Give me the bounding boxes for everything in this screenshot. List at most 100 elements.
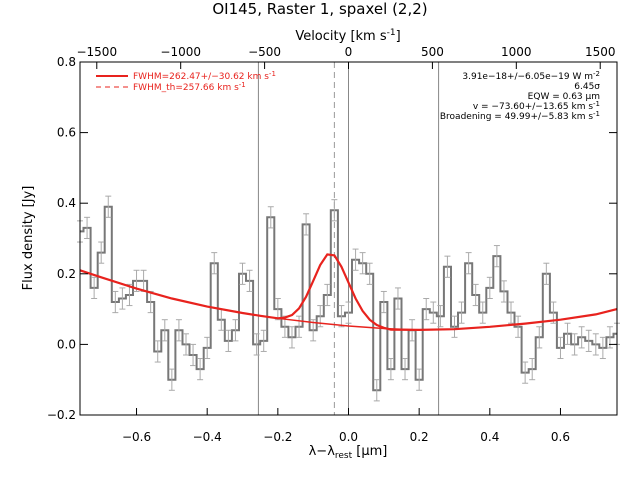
y-tick-label-1: 0.0: [57, 337, 76, 351]
top-tick-label-0: −1500: [76, 45, 117, 59]
data-point-57: [479, 301, 486, 324]
data-point-24: [246, 269, 253, 292]
data-point-40: [359, 252, 366, 275]
data-point-51: [437, 305, 444, 328]
data-point-15: [182, 333, 189, 356]
data-point-69: [564, 322, 571, 345]
data-point-71: [578, 326, 585, 349]
data-point-38: [345, 301, 352, 324]
data-point-53: [451, 315, 458, 338]
data-point-49: [423, 298, 430, 321]
data-point-55: [465, 252, 472, 275]
data-point-3: [98, 241, 105, 264]
data-point-72: [585, 329, 592, 352]
data-point-13: [168, 368, 175, 391]
data-point-4: [105, 195, 112, 218]
annotation-0: 3.91e−18+/−6.05e−19 W m-2: [462, 70, 600, 82]
top-tick-label-6: 1500: [585, 45, 616, 59]
data-point-28: [274, 298, 281, 321]
data-point-48: [416, 368, 423, 391]
data-point-65: [536, 326, 543, 349]
data-point-68: [557, 336, 564, 360]
data-point-62: [515, 315, 522, 338]
data-point-22: [232, 319, 239, 342]
data-point-59: [493, 245, 500, 268]
data-point-19: [211, 252, 218, 275]
y-tick-label-3: 0.4: [57, 196, 76, 210]
x-tick-label-4: 0.2: [410, 430, 429, 444]
data-point-63: [522, 361, 529, 384]
x-tick-label-6: 0.6: [551, 430, 570, 444]
annotation-1: 6.45σ: [574, 82, 600, 92]
y-tick-label-5: 0.8: [57, 55, 76, 69]
data-point-11: [154, 340, 161, 363]
data-point-52: [444, 255, 451, 278]
top-tick-label-1: −1000: [160, 45, 201, 59]
x-tick-label-0: −0.6: [122, 430, 151, 444]
data-point-45: [394, 287, 401, 310]
data-point-12: [161, 319, 168, 342]
annotation-4: Broadening = 49.99+/−5.83 km s-1: [440, 110, 600, 122]
data-point-1: [84, 216, 91, 239]
data-point-74: [599, 336, 606, 360]
data-point-7: [126, 283, 133, 307]
data-point-39: [352, 248, 359, 271]
data-point-6: [119, 287, 126, 310]
x-tick-label-5: 0.4: [480, 430, 499, 444]
data-point-23: [239, 262, 246, 285]
y-axis-label: Flux density [Jy]: [21, 186, 36, 291]
data-point-26: [260, 329, 267, 352]
top-axis-label: Velocity [km s-1]: [295, 28, 400, 44]
data-point-32: [303, 213, 310, 236]
legend-label-1: FWHM_th=257.66 km s-1: [133, 81, 246, 93]
data-point-44: [387, 358, 394, 381]
top-tick-label-2: −500: [248, 45, 281, 59]
data-point-36: [331, 199, 338, 222]
data-point-54: [458, 301, 465, 324]
x-tick-label-3: 0.0: [339, 430, 358, 444]
x-axis-label: λ−λrest [μm]: [309, 444, 388, 461]
data-point-60: [500, 280, 507, 303]
top-axis-label-main: Velocity [km s: [295, 29, 387, 44]
data-point-64: [529, 358, 536, 381]
annotation-2: EQW = 0.63 μm: [528, 92, 600, 102]
data-point-43: [380, 290, 387, 314]
data-point-25: [253, 333, 260, 356]
data-point-56: [472, 283, 479, 307]
top-tick-label-4: 500: [421, 45, 444, 59]
data-point-46: [402, 358, 409, 381]
data-point-30: [288, 326, 295, 349]
data-point-61: [508, 301, 515, 324]
top-axis: −1500 −1000 −500 0 500 1000 1500: [76, 45, 615, 69]
y-tick-label-4: 0.6: [57, 126, 76, 140]
top-axis-label-sup: -1: [387, 28, 396, 38]
x-tick-label-2: −0.2: [263, 430, 292, 444]
continuum-fit-line: [79, 269, 618, 331]
spectrum-step-line: [80, 205, 617, 392]
top-tick-label-5: 1000: [501, 45, 532, 59]
legend: FWHM=262.47+/−30.62 km s-1FWHM_th=257.66…: [96, 70, 276, 93]
chart-title: OI145, Raster 1, spaxel (2,2): [212, 0, 427, 18]
x-axis-label-unit: [μm]: [352, 444, 387, 459]
x-axis-label-main: λ−λ: [309, 444, 336, 459]
top-axis-label-end: ]: [396, 29, 401, 44]
data-point-66: [543, 262, 550, 285]
data-point-14: [175, 319, 182, 342]
y-tick-label-2: 0.2: [57, 267, 76, 281]
data-point-70: [571, 333, 578, 356]
data-point-33: [310, 319, 317, 342]
top-tick-label-3: 0: [345, 45, 353, 59]
data-point-16: [190, 343, 197, 367]
data-point-21: [225, 329, 232, 352]
data-point-58: [486, 276, 493, 300]
data-point-27: [267, 206, 274, 229]
data-point-18: [204, 336, 211, 360]
reference-lines: [257, 62, 440, 415]
annotation-3: v = −73.60+/−13.65 km s-1: [473, 100, 600, 112]
y-axis: −0.2 0.0 0.2 0.4 0.6 0.8: [47, 55, 617, 422]
x-axis-label-sub: rest: [335, 451, 353, 461]
data-point-2: [91, 276, 98, 300]
